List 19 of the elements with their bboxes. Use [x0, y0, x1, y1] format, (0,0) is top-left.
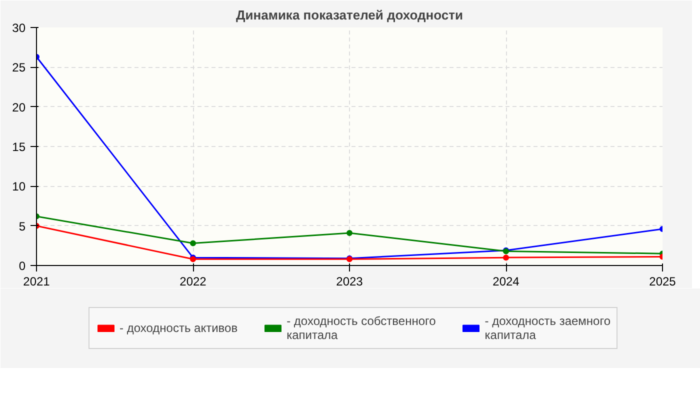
chart-title: Динамика показателей доходности: [236, 8, 464, 22]
y-tick-label: 20: [12, 100, 26, 114]
x-tick-label: 2024: [492, 274, 520, 288]
point: [190, 240, 196, 246]
point: [503, 254, 509, 261]
x-tick-label: 2025: [649, 274, 676, 288]
legend-label: - доходность заемного капитала: [484, 314, 610, 342]
y-tick-label: 30: [12, 21, 26, 35]
y-tick-label: 15: [12, 140, 26, 154]
x-tick-label: 2022: [180, 274, 207, 288]
legend-label: - доходность собственного капитала: [286, 314, 436, 342]
x-tick-label: 2021: [23, 274, 50, 288]
y-tick-label: 10: [12, 180, 26, 194]
y-tick-label: 5: [18, 219, 26, 234]
y-tick-label: 0: [18, 259, 26, 273]
x-tick-label: 2023: [336, 274, 364, 288]
point: [346, 230, 352, 236]
legend-label: - доходность активов: [120, 321, 238, 335]
y-tick-label: 25: [12, 60, 26, 75]
